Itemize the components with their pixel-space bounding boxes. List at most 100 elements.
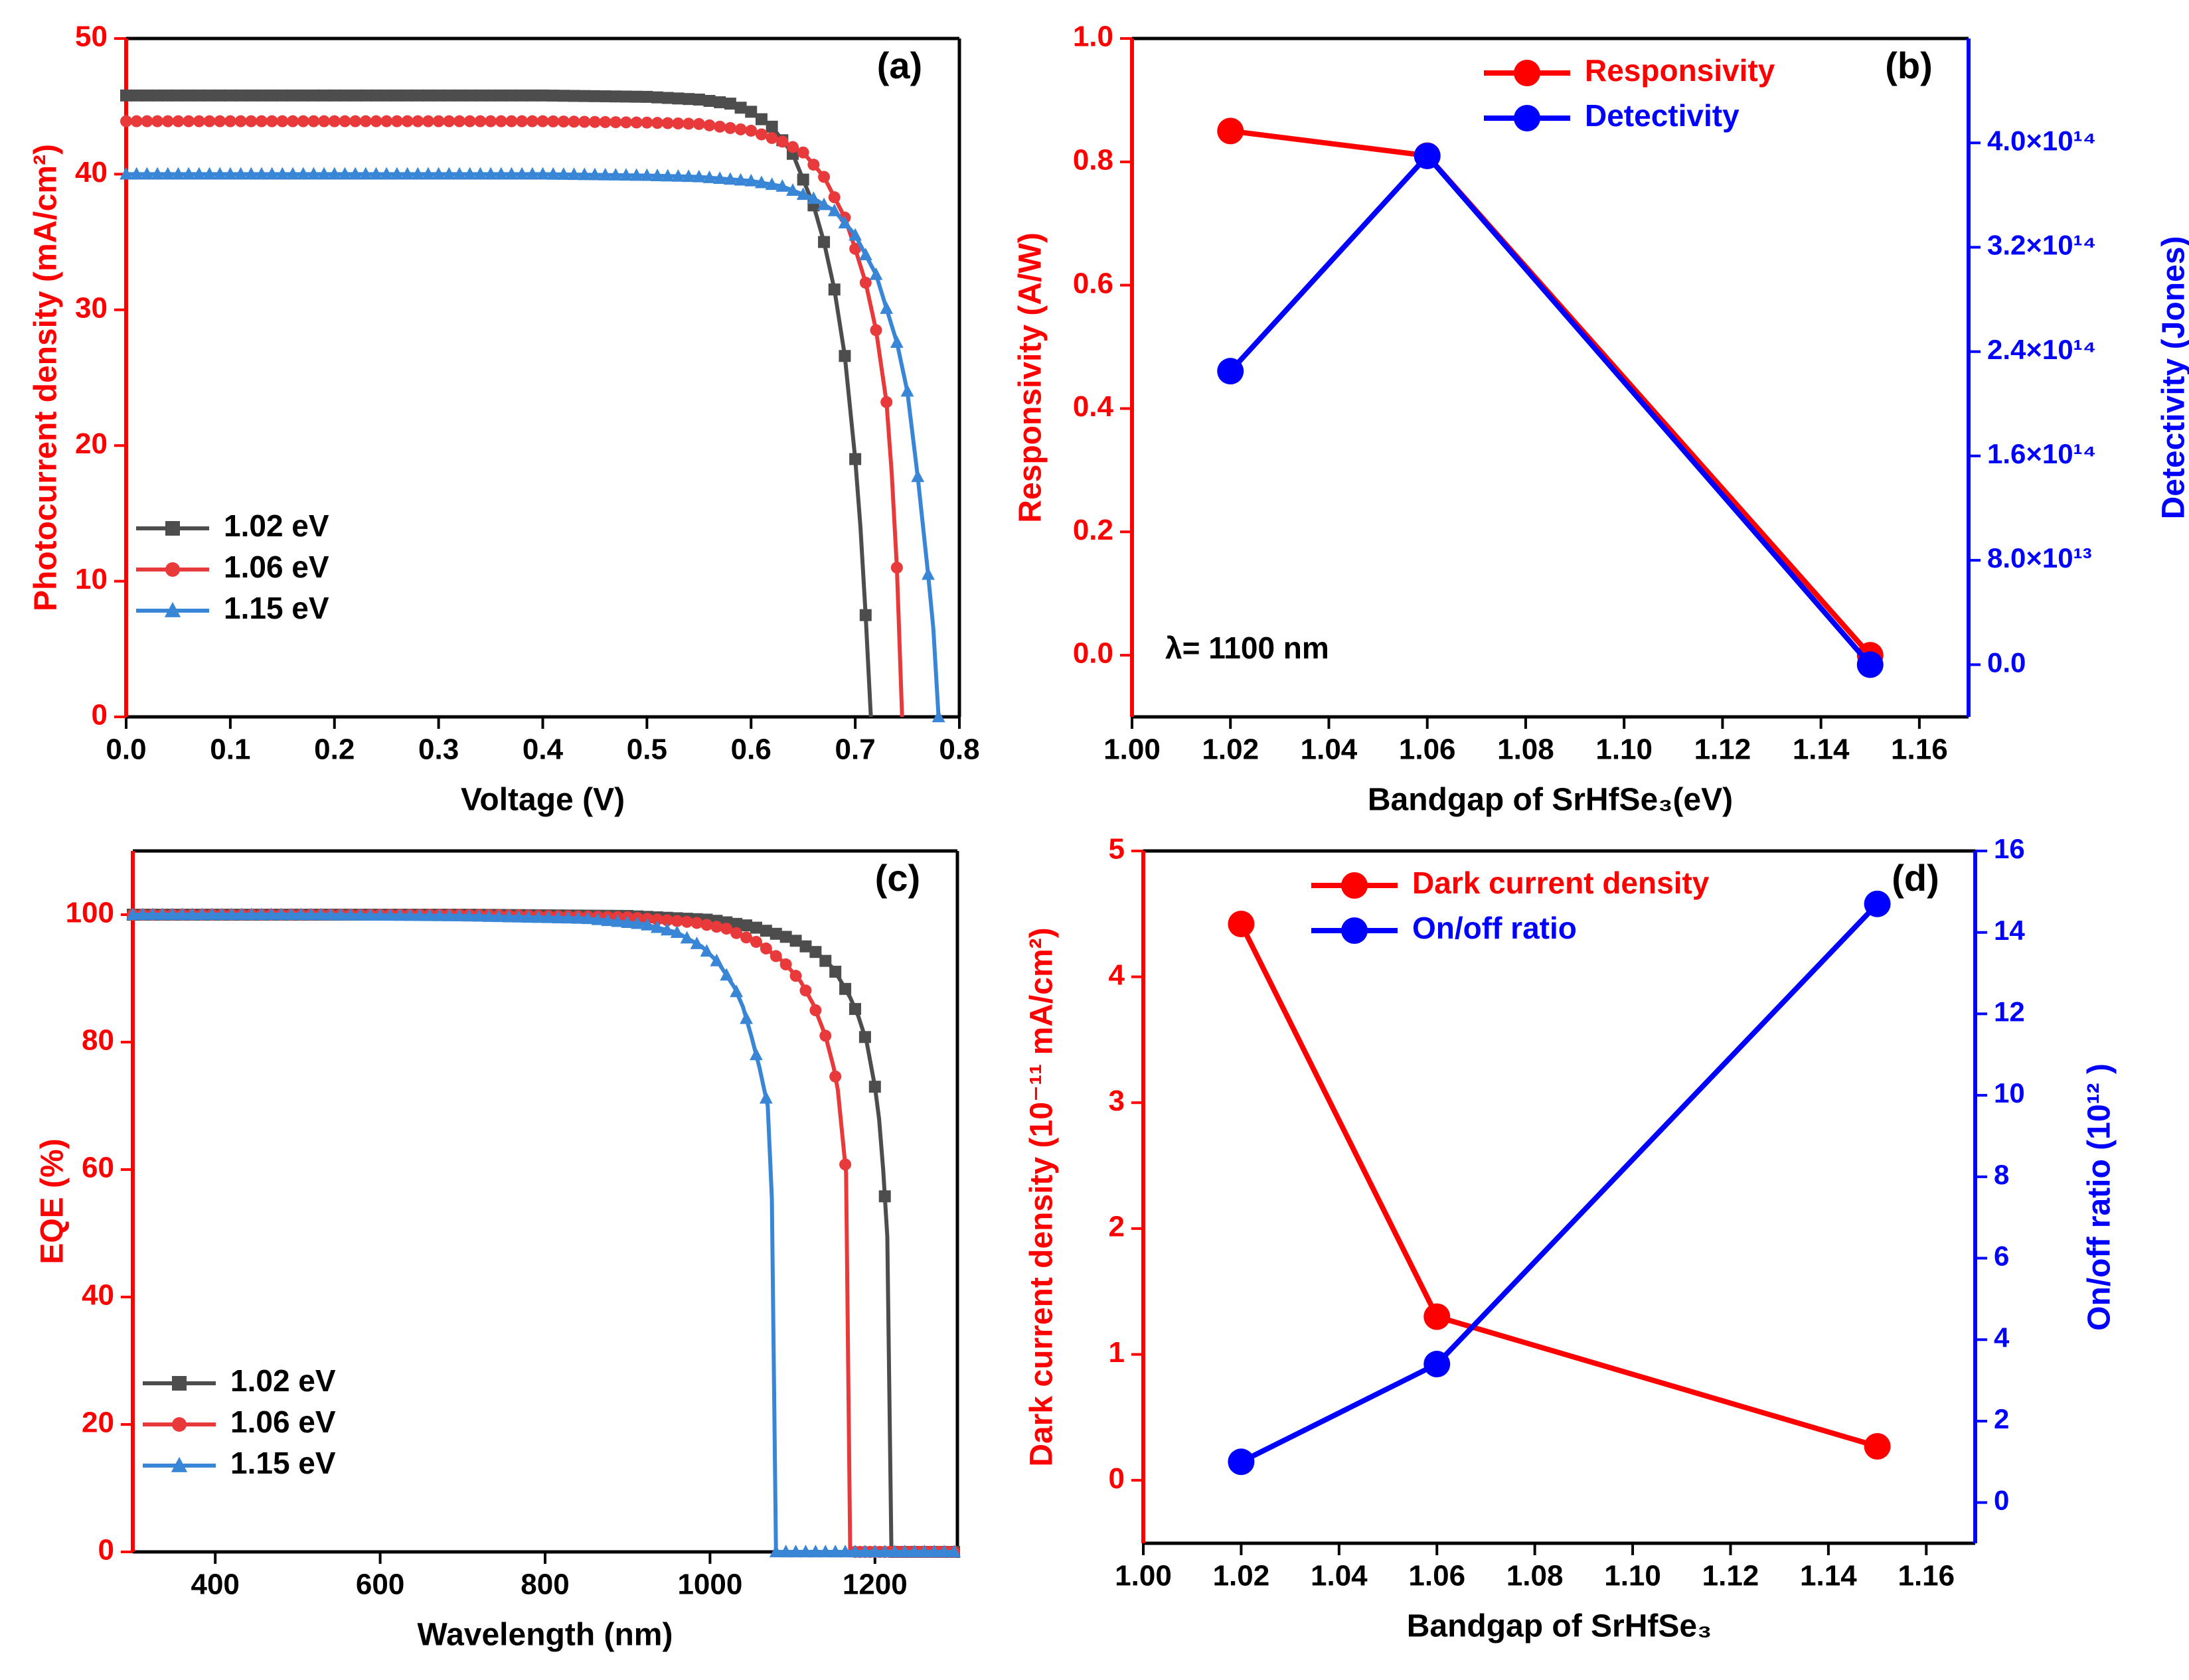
- data-point: [172, 115, 185, 127]
- data-point: [588, 90, 601, 102]
- data-point: [839, 1545, 852, 1558]
- data-point: [294, 907, 308, 921]
- legend: Responsivity Detectivity: [1484, 53, 1775, 133]
- data-point: [307, 167, 321, 180]
- data-point: [651, 920, 664, 933]
- data-point: [750, 921, 762, 934]
- data-point: [611, 914, 625, 927]
- data-point: [432, 115, 445, 127]
- data-point: [171, 167, 185, 180]
- x-tick-label: 1.00: [1103, 733, 1161, 766]
- data-point: [789, 970, 802, 982]
- data-point: [561, 911, 575, 924]
- legend-marker: [1514, 60, 1540, 86]
- x-tick-label: 1.10: [1604, 1560, 1661, 1592]
- data-point: [1228, 910, 1255, 937]
- data-point: [140, 167, 154, 180]
- data-point: [343, 907, 357, 921]
- data-point: [516, 115, 528, 127]
- x-tick-label: 0.7: [835, 733, 876, 766]
- series-on-off-ratio: [1228, 890, 1891, 1476]
- data-point: [651, 913, 663, 926]
- x-axis-title: Bandgap of SrHfSe₃(eV): [1368, 783, 1733, 818]
- legend-label: 1.02 eV: [224, 508, 329, 543]
- data-point: [703, 95, 716, 108]
- data-point: [1414, 142, 1441, 169]
- data-point: [234, 167, 248, 180]
- data-point: [390, 167, 404, 180]
- data-point: [482, 909, 496, 922]
- x-tick-label: 1.16: [1898, 1560, 1955, 1592]
- data-point: [744, 173, 758, 187]
- data-point: [723, 172, 737, 185]
- data-point: [266, 115, 278, 127]
- data-point: [380, 115, 393, 127]
- x-tick-label: 1.14: [1800, 1560, 1857, 1592]
- data-point: [819, 955, 832, 967]
- x-tick-label: 1.02: [1202, 733, 1259, 766]
- data-point: [849, 228, 862, 241]
- data-point: [473, 167, 487, 180]
- data-point: [334, 907, 347, 921]
- data-point: [161, 115, 174, 127]
- y-tick-label-left: 40: [75, 156, 108, 189]
- data-point: [760, 925, 772, 937]
- data-point: [255, 115, 268, 127]
- data-point: [536, 115, 549, 127]
- x-tick-label: 1.08: [1497, 733, 1554, 766]
- data-point: [700, 919, 713, 931]
- data-point: [307, 89, 320, 102]
- data-point: [453, 167, 466, 180]
- data-point: [203, 115, 216, 127]
- data-point: [870, 324, 882, 337]
- data-point: [661, 169, 675, 182]
- data-point: [809, 946, 822, 958]
- data-point: [918, 1545, 932, 1558]
- data-point: [928, 1545, 941, 1558]
- x-tick-label: 1.08: [1506, 1560, 1564, 1592]
- data-point: [485, 115, 497, 127]
- series-1-06-ev: [120, 115, 904, 718]
- data-point: [183, 89, 195, 102]
- data-point: [651, 91, 664, 104]
- data-point: [383, 908, 397, 921]
- data-point: [484, 167, 497, 180]
- data-point: [769, 1545, 783, 1558]
- data-point: [766, 131, 778, 144]
- data-point: [245, 89, 258, 102]
- data-point: [304, 907, 318, 921]
- data-point: [890, 335, 904, 348]
- y-tick-label-left: 0.4: [1073, 390, 1114, 423]
- data-point: [849, 242, 862, 255]
- data-point: [567, 167, 581, 181]
- data-point: [244, 907, 258, 921]
- data-point: [702, 170, 716, 183]
- legend-marker: [165, 562, 180, 577]
- legend-marker: [1341, 917, 1368, 944]
- data-point: [581, 911, 595, 925]
- data-point: [755, 113, 768, 125]
- x-tick-label: 1.06: [1399, 733, 1456, 766]
- data-point: [327, 167, 341, 180]
- data-point: [770, 950, 782, 962]
- data-point: [328, 89, 341, 102]
- y-tick-label-right: 2: [1994, 1403, 2009, 1434]
- data-point: [799, 940, 812, 953]
- y-tick-label-right: 3.2×10¹⁴: [1987, 230, 2096, 261]
- data-point: [557, 90, 570, 102]
- data-point: [807, 191, 821, 204]
- data-point: [324, 907, 337, 921]
- x-tick-label: 1.04: [1301, 733, 1358, 766]
- chart-panel-c: 400 600 800 1000 1200 0 20 40 60 80 100 Wavelength …: [35, 849, 961, 1653]
- series-dark-current-density: [1228, 910, 1891, 1460]
- data-point: [591, 912, 605, 925]
- data-point: [838, 216, 852, 229]
- data-point: [255, 167, 268, 180]
- data-point: [120, 89, 132, 102]
- data-point: [235, 907, 248, 921]
- data-point: [129, 167, 143, 180]
- data-point: [234, 115, 247, 127]
- data-point: [868, 1545, 882, 1558]
- legend: 1.02 eV 1.06 eV 1.15 eV: [136, 508, 329, 625]
